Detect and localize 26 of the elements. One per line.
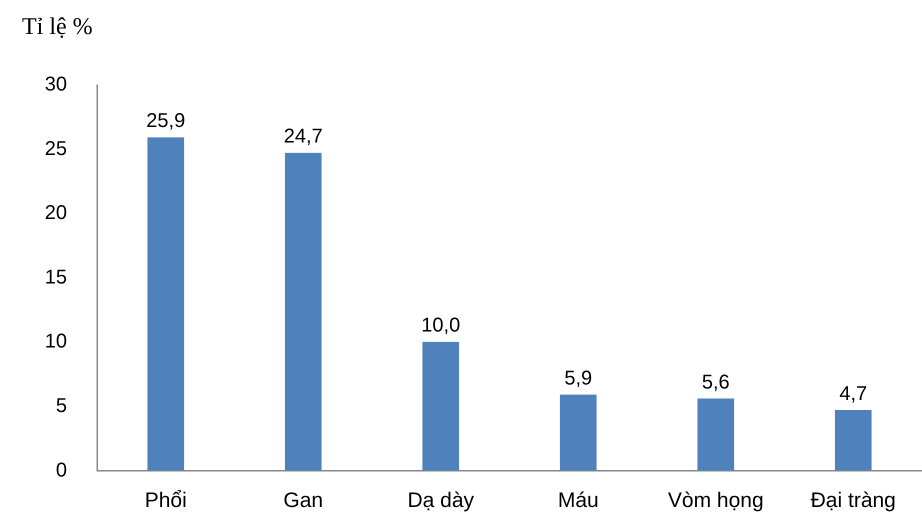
data-label: 5,9 [564, 367, 592, 390]
y-tick-label: 10 [44, 330, 67, 353]
y-tick-label: 30 [44, 74, 67, 96]
data-label: 25,9 [146, 110, 186, 132]
x-tick-label: Gan [283, 489, 324, 512]
x-tick-label: Máu [558, 489, 599, 512]
bar [147, 137, 184, 471]
data-label: 4,7 [839, 382, 868, 405]
data-label: 24,7 [284, 126, 323, 148]
y-axis-title: Tỉ lệ % [22, 14, 93, 41]
bar [284, 152, 322, 471]
y-tick-label: 25 [44, 138, 67, 160]
bar [560, 394, 597, 471]
x-tick-label: Đại tràng [810, 489, 896, 512]
bar [422, 342, 460, 471]
y-tick-label: 15 [44, 266, 67, 288]
x-tick-label: Dạ dày [407, 489, 475, 512]
x-tick-label: Vòm họng [668, 489, 764, 512]
y-tick-label: 5 [56, 395, 67, 418]
y-tick-label: 20 [44, 202, 67, 224]
x-tick-label: Phổi [144, 489, 187, 512]
y-tick-label: 0 [56, 459, 67, 482]
bar [697, 398, 734, 471]
data-label: 5,6 [702, 371, 730, 394]
data-label: 10,0 [421, 314, 460, 337]
bar [834, 410, 872, 471]
